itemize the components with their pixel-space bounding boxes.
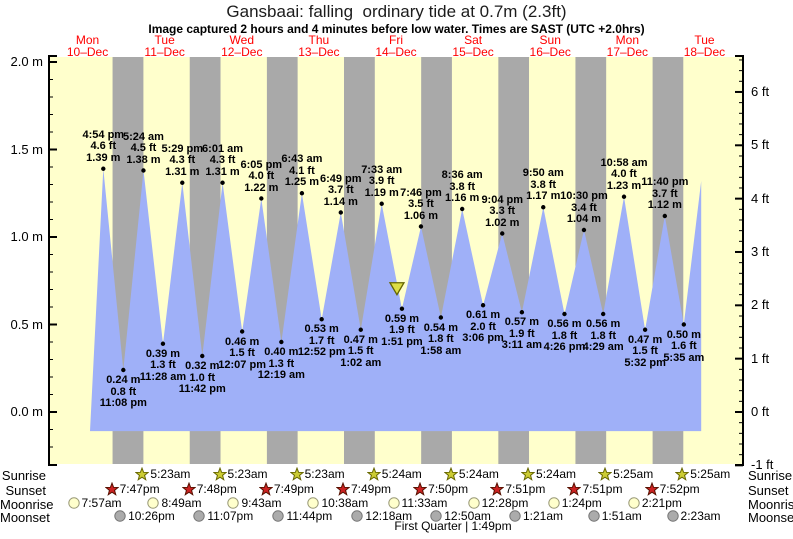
high-tide-dot [662,213,668,219]
high-tide-dot [220,180,225,185]
low-tide-dot [160,341,166,346]
high-tide-dot [141,168,146,173]
high-tide-dot [418,224,424,229]
high-tide-dot [299,191,305,196]
high-tide-dot [379,201,384,206]
low-tide-dot [562,311,567,317]
low-tide-dot [121,367,126,373]
low-tide-dot [519,310,525,315]
low-tide-dot [239,329,245,334]
low-tide-dot [399,306,405,311]
moon-phase-note: First Quarter | 1:49pm [394,519,512,533]
high-tide-dot [500,231,505,236]
high-tide-dot [259,196,264,201]
low-tide-dot [480,303,486,308]
low-tide-dot [438,315,444,320]
high-tide-dot [621,194,627,199]
current-level-marker [388,282,406,297]
page-title: Gansbaai: falling ordinary tide at 0.7m … [226,2,567,21]
low-tide-dot [600,311,606,317]
low-tide-dot [681,322,687,327]
low-tide-dot [319,317,324,322]
tide-area [90,168,702,432]
page-subtitle: Image captured 2 hours and 4 minutes bef… [148,22,645,36]
low-tide-dot [279,339,284,345]
low-tide-dot [642,327,648,332]
low-tide-dot [200,353,205,359]
high-tide-dot [101,166,106,171]
high-tide-dot [338,210,343,215]
low-tide-dot [358,327,363,332]
high-tide-dot [541,205,546,210]
high-tide-dot [180,180,185,185]
high-tide-dot [581,227,587,233]
high-tide-dot [459,206,465,212]
